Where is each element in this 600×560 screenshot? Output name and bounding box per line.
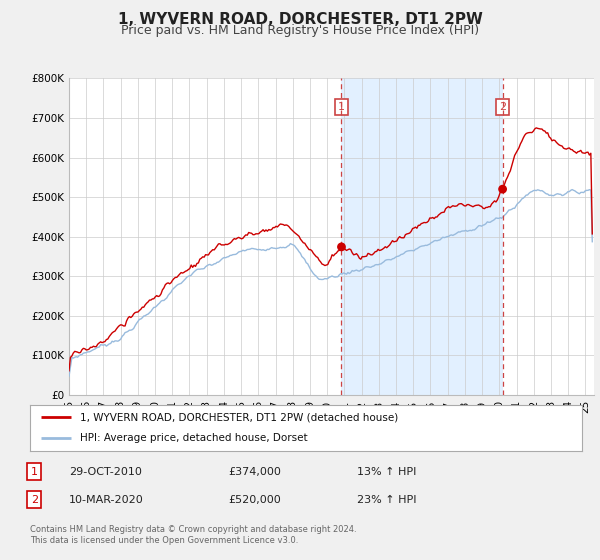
Text: 2: 2: [499, 102, 506, 112]
Text: £374,000: £374,000: [228, 466, 281, 477]
Text: 1, WYVERN ROAD, DORCHESTER, DT1 2PW: 1, WYVERN ROAD, DORCHESTER, DT1 2PW: [118, 12, 482, 27]
Text: 10-MAR-2020: 10-MAR-2020: [69, 494, 144, 505]
Text: 13% ↑ HPI: 13% ↑ HPI: [357, 466, 416, 477]
Bar: [341, 78, 503, 395]
Text: Contains HM Land Registry data © Crown copyright and database right 2024.
This d: Contains HM Land Registry data © Crown c…: [30, 525, 356, 545]
Text: 1: 1: [338, 102, 345, 112]
Point: [337, 242, 346, 251]
Text: 1, WYVERN ROAD, DORCHESTER, DT1 2PW (detached house): 1, WYVERN ROAD, DORCHESTER, DT1 2PW (det…: [80, 412, 398, 422]
Text: 2: 2: [31, 494, 38, 505]
Point: [498, 185, 508, 194]
Text: HPI: Average price, detached house, Dorset: HPI: Average price, detached house, Dors…: [80, 433, 307, 444]
Text: £520,000: £520,000: [228, 494, 281, 505]
Text: 29-OCT-2010: 29-OCT-2010: [69, 466, 142, 477]
Text: 23% ↑ HPI: 23% ↑ HPI: [357, 494, 416, 505]
Text: Price paid vs. HM Land Registry's House Price Index (HPI): Price paid vs. HM Land Registry's House …: [121, 24, 479, 36]
Text: 1: 1: [31, 466, 38, 477]
